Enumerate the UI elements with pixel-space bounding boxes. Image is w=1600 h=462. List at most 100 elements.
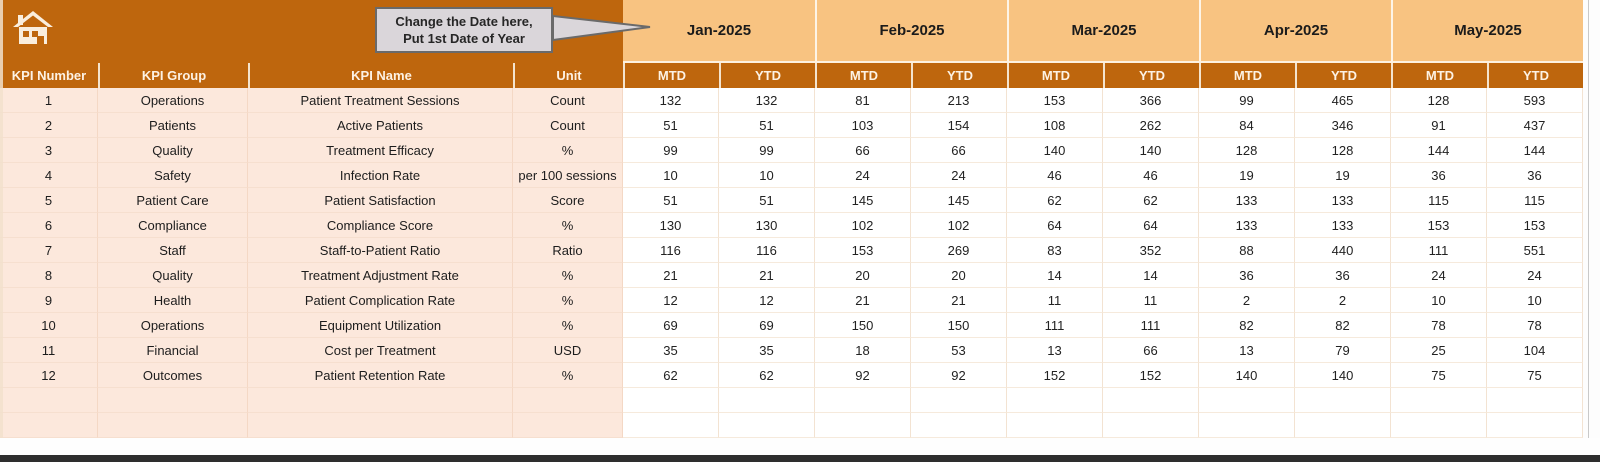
cell-empty[interactable]	[1103, 388, 1199, 413]
cell-value[interactable]: 18	[815, 338, 911, 363]
cell-empty[interactable]	[248, 388, 513, 413]
cell-kpi-number[interactable]: 8	[0, 263, 98, 288]
cell-empty[interactable]	[248, 413, 513, 438]
cell-value[interactable]: 53	[911, 338, 1007, 363]
cell-kpi-name[interactable]: Treatment Adjustment Rate	[248, 263, 513, 288]
column-header-apr-2025-ytd[interactable]: YTD	[1295, 63, 1391, 88]
cell-kpi-group[interactable]: Compliance	[98, 213, 248, 238]
month-header-cell-May-2025[interactable]: May-2025	[1391, 0, 1583, 61]
cell-kpi-name[interactable]: Staff-to-Patient Ratio	[248, 238, 513, 263]
cell-value[interactable]: 128	[1199, 138, 1295, 163]
cell-value[interactable]: 111	[1007, 313, 1103, 338]
cell-empty[interactable]	[1295, 388, 1391, 413]
cell-empty[interactable]	[1295, 413, 1391, 438]
cell-value[interactable]: 115	[1487, 188, 1583, 213]
column-header-feb-2025-ytd[interactable]: YTD	[911, 63, 1007, 88]
cell-value[interactable]: 104	[1487, 338, 1583, 363]
cell-kpi-group[interactable]: Financial	[98, 338, 248, 363]
cell-kpi-name[interactable]: Compliance Score	[248, 213, 513, 238]
cell-kpi-unit[interactable]: USD	[513, 338, 623, 363]
cell-value[interactable]: 62	[1103, 188, 1199, 213]
cell-value[interactable]: 99	[1199, 88, 1295, 113]
cell-value[interactable]: 128	[1295, 138, 1391, 163]
cell-kpi-number[interactable]: 7	[0, 238, 98, 263]
cell-value[interactable]: 108	[1007, 113, 1103, 138]
cell-kpi-number[interactable]: 5	[0, 188, 98, 213]
cell-kpi-group[interactable]: Staff	[98, 238, 248, 263]
cell-kpi-unit[interactable]: %	[513, 288, 623, 313]
cell-value[interactable]: 132	[719, 88, 815, 113]
cell-empty[interactable]	[623, 413, 719, 438]
cell-value[interactable]: 36	[1295, 263, 1391, 288]
cell-value[interactable]: 2	[1199, 288, 1295, 313]
cell-value[interactable]: 144	[1487, 138, 1583, 163]
cell-value[interactable]: 35	[719, 338, 815, 363]
cell-value[interactable]: 79	[1295, 338, 1391, 363]
cell-value[interactable]: 551	[1487, 238, 1583, 263]
cell-value[interactable]: 13	[1007, 338, 1103, 363]
cell-kpi-group[interactable]: Operations	[98, 88, 248, 113]
cell-value[interactable]: 51	[719, 113, 815, 138]
cell-value[interactable]: 46	[1007, 163, 1103, 188]
cell-value[interactable]: 13	[1199, 338, 1295, 363]
cell-value[interactable]: 152	[1103, 363, 1199, 388]
cell-value[interactable]: 130	[623, 213, 719, 238]
cell-value[interactable]: 154	[911, 113, 1007, 138]
column-header-kpi-number[interactable]: KPI Number	[0, 63, 98, 88]
cell-kpi-group[interactable]: Safety	[98, 163, 248, 188]
cell-empty[interactable]	[911, 413, 1007, 438]
cell-kpi-unit[interactable]: %	[513, 138, 623, 163]
cell-value[interactable]: 84	[1199, 113, 1295, 138]
cell-value[interactable]: 111	[1391, 238, 1487, 263]
cell-value[interactable]: 269	[911, 238, 1007, 263]
cell-kpi-group[interactable]: Operations	[98, 313, 248, 338]
cell-kpi-name[interactable]: Patient Satisfaction	[248, 188, 513, 213]
cell-value[interactable]: 92	[815, 363, 911, 388]
cell-value[interactable]: 99	[719, 138, 815, 163]
column-header-may-2025-ytd[interactable]: YTD	[1487, 63, 1583, 88]
cell-value[interactable]: 25	[1391, 338, 1487, 363]
column-header-mar-2025-ytd[interactable]: YTD	[1103, 63, 1199, 88]
cell-kpi-unit[interactable]: Count	[513, 88, 623, 113]
cell-value[interactable]: 116	[623, 238, 719, 263]
cell-value[interactable]: 140	[1295, 363, 1391, 388]
cell-empty[interactable]	[1199, 388, 1295, 413]
cell-kpi-group[interactable]: Health	[98, 288, 248, 313]
cell-value[interactable]: 12	[719, 288, 815, 313]
cell-value[interactable]: 21	[719, 263, 815, 288]
cell-value[interactable]: 145	[815, 188, 911, 213]
cell-value[interactable]: 153	[1391, 213, 1487, 238]
cell-value[interactable]: 92	[911, 363, 1007, 388]
column-header-jan-2025-mtd[interactable]: MTD	[623, 63, 719, 88]
cell-empty[interactable]	[0, 413, 98, 438]
month-header-cell-Jan-2025[interactable]: Jan-2025	[686, 22, 752, 39]
cell-empty[interactable]	[719, 388, 815, 413]
cell-kpi-name[interactable]: Patient Treatment Sessions	[248, 88, 513, 113]
cell-value[interactable]: 19	[1295, 163, 1391, 188]
cell-kpi-name[interactable]: Infection Rate	[248, 163, 513, 188]
cell-empty[interactable]	[0, 388, 98, 413]
cell-empty[interactable]	[1007, 388, 1103, 413]
cell-kpi-name[interactable]: Patient Retention Rate	[248, 363, 513, 388]
cell-empty[interactable]	[623, 388, 719, 413]
cell-empty[interactable]	[98, 413, 248, 438]
column-header-feb-2025-mtd[interactable]: MTD	[815, 63, 911, 88]
cell-value[interactable]: 21	[911, 288, 1007, 313]
cell-value[interactable]: 10	[623, 163, 719, 188]
cell-value[interactable]: 24	[911, 163, 1007, 188]
cell-value[interactable]: 150	[815, 313, 911, 338]
cell-value[interactable]: 14	[1007, 263, 1103, 288]
cell-value[interactable]: 262	[1103, 113, 1199, 138]
cell-value[interactable]: 102	[815, 213, 911, 238]
column-header-unit[interactable]: Unit	[513, 63, 623, 88]
cell-value[interactable]: 130	[719, 213, 815, 238]
cell-value[interactable]: 11	[1103, 288, 1199, 313]
home-icon[interactable]	[11, 9, 55, 51]
cell-kpi-name[interactable]: Equipment Utilization	[248, 313, 513, 338]
cell-empty[interactable]	[719, 413, 815, 438]
cell-value[interactable]: 21	[815, 288, 911, 313]
cell-value[interactable]: 66	[911, 138, 1007, 163]
cell-kpi-name[interactable]: Active Patients	[248, 113, 513, 138]
cell-value[interactable]: 132	[623, 88, 719, 113]
column-header-kpi-name[interactable]: KPI Name	[248, 63, 513, 88]
